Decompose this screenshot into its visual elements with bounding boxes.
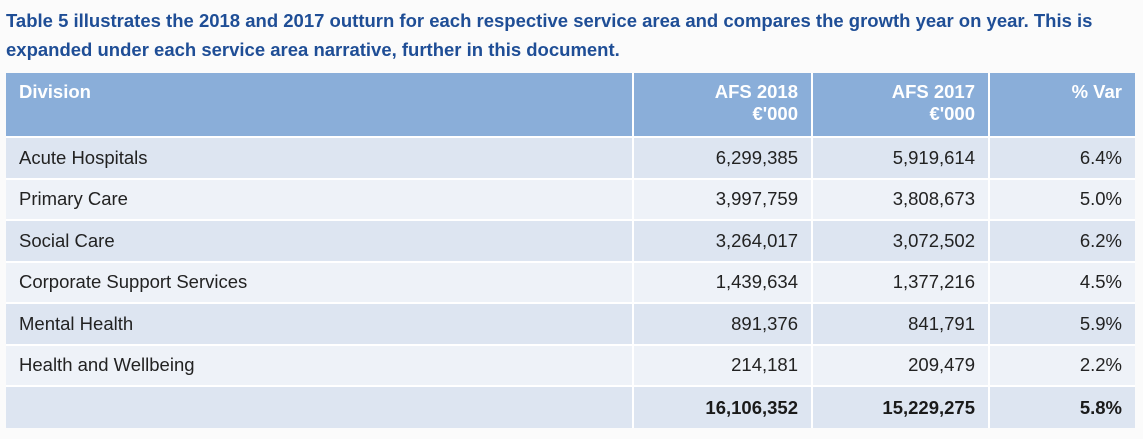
cell-var: 5.0% (988, 177, 1135, 220)
cell-afs-2017: 1,377,216 (811, 260, 989, 303)
header-afs-2018: AFS 2018 €'000 (632, 73, 812, 137)
cell-var: 6.4% (988, 136, 1135, 179)
cell-division: Mental Health (6, 302, 633, 345)
cell-afs-2017: 841,791 (811, 302, 989, 345)
cell-afs-2018: 6,299,385 (632, 136, 812, 179)
cell-afs-2017: 5,919,614 (811, 136, 989, 179)
total-afs-2017: 15,229,275 (811, 385, 989, 428)
cell-afs-2018: 3,997,759 (632, 177, 812, 220)
table-row: Health and Wellbeing 214,181 209,479 2.2… (6, 343, 1135, 386)
cell-afs-2017: 209,479 (811, 343, 989, 386)
table-row: Primary Care 3,997,759 3,808,673 5.0% (6, 177, 1135, 220)
total-division (6, 385, 633, 428)
cell-afs-2017: 3,072,502 (811, 219, 989, 262)
total-var: 5.8% (988, 385, 1135, 428)
cell-division: Health and Wellbeing (6, 343, 633, 386)
header-afs-2018-unit: €'000 (752, 103, 798, 124)
cell-afs-2018: 3,264,017 (632, 219, 812, 262)
table-header-row: Division AFS 2018 €'000 AFS 2017 €'000 %… (6, 73, 1135, 137)
total-afs-2018: 16,106,352 (632, 385, 812, 428)
total-row: 16,106,352 15,229,275 5.8% (6, 385, 1135, 428)
cell-var: 5.9% (988, 302, 1135, 345)
header-division: Division (6, 73, 633, 137)
header-afs-2017-title: AFS 2017 (891, 81, 975, 102)
cell-division: Acute Hospitals (6, 136, 633, 179)
cell-var: 6.2% (988, 219, 1135, 262)
cell-var: 4.5% (988, 260, 1135, 303)
header-afs-2017: AFS 2017 €'000 (811, 73, 989, 137)
cell-afs-2018: 214,181 (632, 343, 812, 386)
cell-afs-2018: 891,376 (632, 302, 812, 345)
cell-var: 2.2% (988, 343, 1135, 386)
cell-division: Social Care (6, 219, 633, 262)
cell-afs-2017: 3,808,673 (811, 177, 989, 220)
table-row: Social Care 3,264,017 3,072,502 6.2% (6, 219, 1135, 262)
table-row: Corporate Support Services 1,439,634 1,3… (6, 260, 1135, 303)
cell-division: Corporate Support Services (6, 260, 633, 303)
intro-paragraph: Table 5 illustrates the 2018 and 2017 ou… (6, 10, 1093, 60)
table-row: Acute Hospitals 6,299,385 5,919,614 6.4% (6, 136, 1135, 179)
header-var: % Var (988, 73, 1135, 137)
outturn-table: Division AFS 2018 €'000 AFS 2017 €'000 %… (6, 73, 1135, 428)
table-row: Mental Health 891,376 841,791 5.9% (6, 302, 1135, 345)
header-afs-2018-title: AFS 2018 (714, 81, 798, 102)
cell-afs-2018: 1,439,634 (632, 260, 812, 303)
header-afs-2017-unit: €'000 (929, 103, 975, 124)
cell-division: Primary Care (6, 177, 633, 220)
